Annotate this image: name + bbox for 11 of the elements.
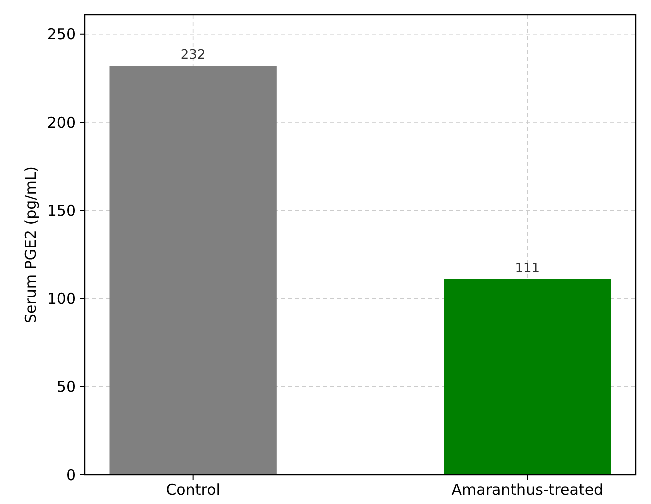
- y-tick-label: 100: [47, 290, 76, 308]
- x-tick-label: Control: [166, 481, 220, 499]
- y-tick-label: 250: [47, 26, 76, 44]
- y-tick-label: 50: [56, 378, 76, 396]
- data-label: 111: [515, 261, 540, 276]
- y-tick-label: 200: [47, 114, 76, 132]
- x-tick-label: Amaranthus-treated: [452, 481, 604, 499]
- y-tick-label: 150: [47, 202, 76, 220]
- y-axis-title: Serum PGE2 (pg/mL): [22, 166, 40, 324]
- y-tick-label: 0: [66, 466, 76, 484]
- data-label: 232: [180, 48, 206, 64]
